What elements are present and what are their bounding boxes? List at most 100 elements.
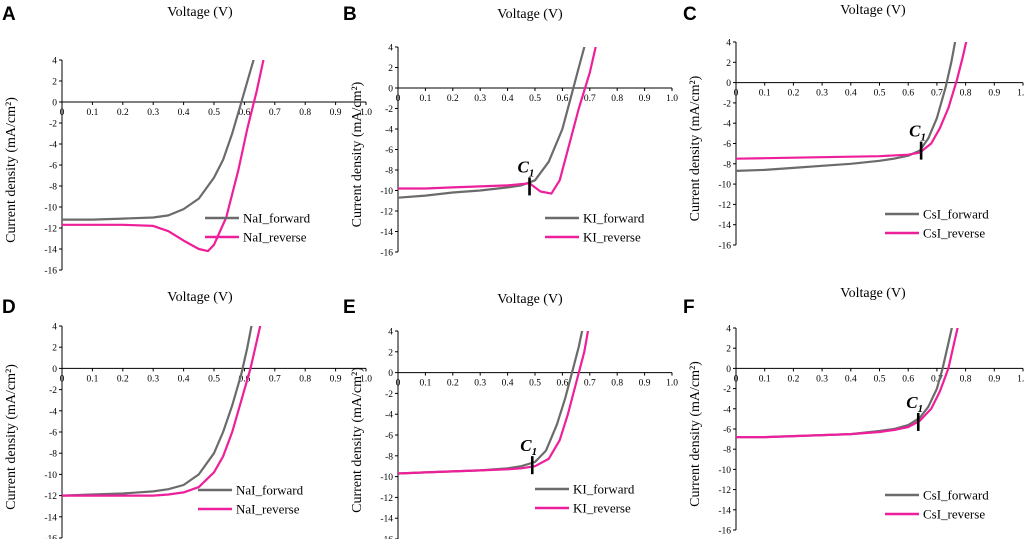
x-tick-label: 0.1 <box>86 108 98 118</box>
panel-b: B Voltage (V)Current density (mA/cm²)420-… <box>343 4 678 259</box>
y-tick-label: -14 <box>380 228 393 238</box>
y-tick-label: -12 <box>718 486 731 496</box>
y-tick-label: 0 <box>726 365 731 375</box>
x-tick-label: 0.2 <box>447 94 459 104</box>
series-line-ki-forward <box>398 331 584 475</box>
x-tick-label: 0.9 <box>988 374 1000 384</box>
x-axis-title: Voltage (V) <box>167 290 233 305</box>
series-line-nai-forward <box>62 60 255 221</box>
x-tick-label: 0.5 <box>529 94 541 104</box>
y-tick-label: 4 <box>726 39 731 49</box>
legend-label: NaI_forward <box>236 483 304 498</box>
y-tick-label: -2 <box>49 386 57 396</box>
panel-letter: C <box>683 4 697 25</box>
x-tick-label: 0.5 <box>529 379 541 389</box>
x-tick-label: 0.2 <box>787 374 799 384</box>
x-tick-label: 0.9 <box>330 374 342 384</box>
y-tick-label: -2 <box>49 120 57 130</box>
x-tick-label: 0.9 <box>639 94 651 104</box>
series-line-ki-reverse <box>398 331 590 475</box>
x-axis-title: Voltage (V) <box>167 5 233 20</box>
series-line-nai-reverse <box>62 326 262 497</box>
legend-label: KI_reverse <box>583 230 641 245</box>
y-tick-label: -2 <box>723 385 731 395</box>
x-tick-label: 1.0 <box>666 94 678 104</box>
x-tick-label: 0.7 <box>584 379 596 389</box>
y-tick-label: -2 <box>385 390 393 400</box>
x-tick-label: 0.2 <box>447 379 459 389</box>
x-tick-label: 0.7 <box>931 89 943 99</box>
x-tick-label: 0.2 <box>117 108 129 118</box>
y-tick-label: -12 <box>44 225 57 235</box>
x-tick-label: 0.4 <box>845 374 857 384</box>
x-tick-label: 0.6 <box>238 108 250 118</box>
y-tick-label: -8 <box>385 167 393 177</box>
legend-label: CsI_forward <box>923 488 989 503</box>
y-tick-label: -16 <box>380 536 393 539</box>
y-tick-label: -6 <box>385 432 393 442</box>
x-tick-label: 0.6 <box>238 374 250 384</box>
panel-letter: B <box>343 4 357 25</box>
y-tick-label: -12 <box>380 494 393 504</box>
y-tick-label: 4 <box>52 57 57 67</box>
series-line-nai-forward <box>62 326 253 497</box>
y-tick-label: -8 <box>385 452 393 462</box>
x-tick-label: 0.1 <box>86 374 98 384</box>
x-tick-label: 0.8 <box>299 108 311 118</box>
x-tick-label: 0.9 <box>330 108 342 118</box>
y-tick-label: 2 <box>52 344 57 354</box>
x-tick-label: 0.3 <box>147 374 159 384</box>
y-tick-label: -6 <box>723 140 731 150</box>
y-axis-title: Current density (mA/cm²) <box>688 361 703 507</box>
x-tick-label: 0.3 <box>147 108 159 118</box>
x-tick-label: 0.6 <box>902 374 914 384</box>
y-tick-label: -6 <box>723 426 731 436</box>
y-tick-label: 4 <box>388 328 393 338</box>
series-line-ki-forward <box>398 47 586 199</box>
y-tick-label: 4 <box>726 325 731 335</box>
x-tick-label: 0.1 <box>419 94 431 104</box>
y-tick-label: -12 <box>380 208 393 218</box>
y-tick-label: 2 <box>388 64 393 74</box>
y-tick-label: 0 <box>388 369 393 379</box>
panel-e: E Voltage (V)Current density (mA/cm²)420-… <box>343 292 678 539</box>
y-tick-label: -4 <box>385 126 393 136</box>
x-tick-label: 0.7 <box>584 94 596 104</box>
x-tick-label: 0 <box>60 374 65 384</box>
x-tick-label: 0.3 <box>816 374 828 384</box>
x-tick-label: 0.8 <box>299 374 311 384</box>
y-tick-label: 4 <box>388 44 393 54</box>
y-tick-label: -16 <box>718 527 731 537</box>
x-axis-title: Voltage (V) <box>840 286 906 301</box>
x-tick-label: 1.0 <box>1017 89 1024 99</box>
y-tick-label: -14 <box>44 513 57 523</box>
y-tick-label: -14 <box>380 515 393 525</box>
x-tick-label: 0.4 <box>178 108 190 118</box>
x-tick-label: 0.8 <box>611 379 623 389</box>
panel-d: D Voltage (V)Current density (mA/cm²)420-… <box>2 290 372 539</box>
y-tick-label: -4 <box>49 141 57 151</box>
y-tick-label: 2 <box>388 348 393 358</box>
y-tick-label: -10 <box>380 473 393 483</box>
legend-label: CsI_reverse <box>923 226 985 241</box>
x-tick-label: 0.8 <box>611 94 623 104</box>
legend-label: KI_forward <box>573 482 635 497</box>
y-tick-label: -2 <box>723 99 731 109</box>
y-tick-label: -14 <box>718 506 731 516</box>
y-tick-label: -14 <box>44 246 57 256</box>
panel-letter: A <box>2 4 16 25</box>
y-tick-label: -6 <box>49 429 57 439</box>
x-tick-label: 0.6 <box>902 89 914 99</box>
y-tick-label: 0 <box>52 99 57 109</box>
x-tick-label: 0.6 <box>556 94 568 104</box>
series-line-csi-forward <box>736 42 957 172</box>
y-tick-label: -12 <box>718 201 731 211</box>
y-tick-label: 2 <box>726 345 731 355</box>
series-line-ki-reverse <box>398 47 597 195</box>
y-tick-label: -10 <box>380 187 393 197</box>
y-tick-label: -6 <box>385 146 393 156</box>
x-axis-title: Voltage (V) <box>497 7 563 22</box>
y-axis-title: Current density (mA/cm²) <box>4 364 19 510</box>
y-tick-label: -8 <box>723 446 731 456</box>
